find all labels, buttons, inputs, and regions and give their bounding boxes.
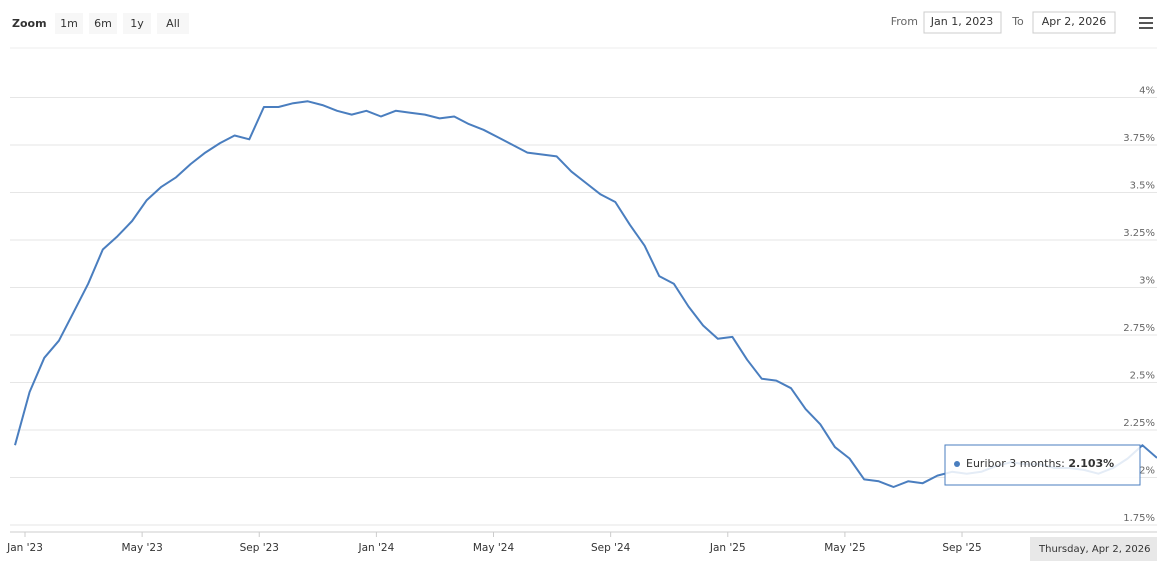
zoom-button[interactable] bbox=[89, 13, 117, 34]
y-tick-label: 3.5% bbox=[1130, 181, 1155, 192]
y-tick-label: 1.75% bbox=[1123, 513, 1155, 524]
x-tick-label: Sep '25 bbox=[942, 542, 981, 554]
x-tick-label: Jan '23 bbox=[6, 542, 43, 554]
zoom-button[interactable] bbox=[123, 13, 151, 34]
tooltip-text: Euribor 3 months: 2.103% bbox=[966, 457, 1114, 470]
crosshair-label-box bbox=[1030, 537, 1157, 561]
to-input[interactable] bbox=[1032, 11, 1116, 34]
menu-icon[interactable] bbox=[1139, 17, 1153, 29]
y-tick-label: 2.75% bbox=[1123, 323, 1155, 334]
y-tick-label: 2.25% bbox=[1123, 418, 1155, 429]
x-tick-label: May '25 bbox=[824, 542, 865, 554]
zoom-button[interactable] bbox=[55, 13, 83, 34]
y-tick-label: 3.75% bbox=[1123, 133, 1155, 144]
tooltip-value: 2.103% bbox=[1068, 457, 1114, 470]
crosshair-date: Thursday, Apr 2, 2026 bbox=[1038, 544, 1151, 555]
x-tick-label: May '24 bbox=[473, 542, 515, 554]
from-value[interactable]: Jan 1, 2023 bbox=[930, 15, 993, 28]
zoom-button-label[interactable]: 6m bbox=[94, 17, 112, 30]
y-tick-label: 2% bbox=[1139, 466, 1155, 477]
line-series bbox=[14, 100, 1157, 488]
from-label: From bbox=[891, 15, 918, 28]
x-tick-label: Jan '24 bbox=[357, 542, 394, 554]
x-tick-label: Jan '25 bbox=[709, 542, 746, 554]
zoom-button[interactable] bbox=[157, 13, 189, 34]
to-label: To bbox=[1011, 15, 1024, 28]
y-tick-label: 3% bbox=[1139, 276, 1155, 287]
y-tick-label: 4% bbox=[1139, 86, 1155, 97]
from-input[interactable] bbox=[923, 11, 1002, 34]
zoom-button-label[interactable]: 1y bbox=[130, 17, 144, 30]
zoom-button-label[interactable]: All bbox=[166, 17, 180, 30]
tooltip-dot bbox=[954, 461, 960, 467]
x-tick-label: Sep '23 bbox=[240, 542, 279, 554]
to-value[interactable]: Apr 2, 2026 bbox=[1042, 15, 1107, 28]
y-tick-label: 3.25% bbox=[1123, 228, 1155, 239]
tooltip-series: Euribor 3 months: bbox=[966, 457, 1065, 470]
x-tick-label: Sep '24 bbox=[591, 542, 631, 554]
x-tick-label: May '23 bbox=[121, 542, 162, 554]
zoom-button-label[interactable]: 1m bbox=[60, 17, 78, 30]
tooltip-box bbox=[944, 444, 1141, 486]
y-tick-label: 2.5% bbox=[1130, 371, 1155, 382]
zoom-label: Zoom bbox=[12, 17, 47, 30]
